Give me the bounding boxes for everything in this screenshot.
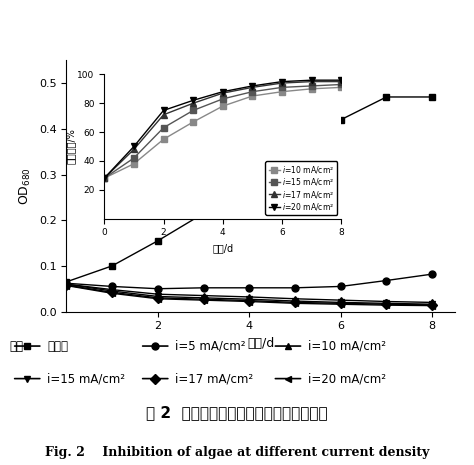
Text: i=10 mA/cm²: i=10 mA/cm²	[308, 339, 386, 352]
Text: i=5 mA/cm²: i=5 mA/cm²	[175, 339, 246, 352]
Legend: $i$=10 mA/cm², $i$=15 mA/cm², $i$=17 mA/cm², $i$=20 mA/cm²: $i$=10 mA/cm², $i$=15 mA/cm², $i$=17 mA/…	[265, 161, 337, 215]
Text: 注：: 注：	[9, 339, 24, 352]
Text: 图 2  不同电流密度对藻类生长的抑制效果: 图 2 不同电流密度对藻类生长的抑制效果	[146, 405, 328, 421]
X-axis label: 时间/d: 时间/d	[212, 243, 233, 253]
Text: i=20 mA/cm²: i=20 mA/cm²	[308, 372, 386, 385]
Text: Fig. 2    Inhibition of algae at different current density: Fig. 2 Inhibition of algae at different …	[45, 445, 429, 458]
Y-axis label: 藻来活率/%: 藻来活率/%	[66, 128, 76, 165]
Text: i=17 mA/cm²: i=17 mA/cm²	[175, 372, 254, 385]
Text: 对照样: 对照样	[47, 339, 68, 352]
Text: i=15 mA/cm²: i=15 mA/cm²	[47, 372, 126, 385]
Y-axis label: OD$_{680}$: OD$_{680}$	[18, 167, 33, 205]
X-axis label: 时间/d: 时间/d	[247, 337, 274, 350]
